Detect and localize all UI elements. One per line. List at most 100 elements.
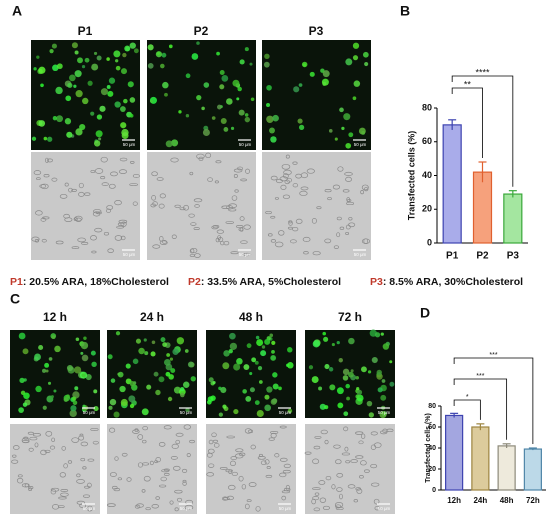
cell <box>186 452 191 458</box>
cell <box>271 340 276 345</box>
cell <box>31 236 40 242</box>
cell <box>66 364 74 372</box>
cell <box>190 247 198 254</box>
cell <box>42 368 47 373</box>
cell <box>275 178 283 184</box>
cell <box>70 405 77 412</box>
cell <box>324 405 329 410</box>
cell <box>206 452 213 458</box>
cell <box>214 180 219 184</box>
cell <box>293 86 300 93</box>
cell <box>212 225 220 229</box>
cell <box>348 371 354 378</box>
cell <box>328 129 333 133</box>
cell <box>345 231 350 235</box>
cell <box>230 126 235 130</box>
cell <box>180 392 185 398</box>
cell <box>44 449 51 453</box>
brightfield-image <box>31 152 140 260</box>
cell <box>316 206 322 210</box>
cell <box>255 506 261 512</box>
cell <box>41 238 47 243</box>
cell <box>215 160 222 164</box>
cell <box>141 408 149 416</box>
cell <box>108 77 116 84</box>
cell <box>292 161 298 165</box>
cell <box>180 386 185 392</box>
brightfield-image <box>305 424 395 514</box>
cell <box>221 74 229 82</box>
cell <box>48 357 53 361</box>
cell <box>196 95 202 101</box>
cell <box>87 80 93 86</box>
cell <box>71 396 77 401</box>
cell <box>324 189 332 193</box>
cell <box>216 229 225 234</box>
x-tick-label: 24h <box>473 496 487 505</box>
column-header: P2 <box>194 24 209 38</box>
cell <box>136 503 144 508</box>
cell <box>239 59 245 65</box>
cell <box>268 437 275 441</box>
cell <box>49 49 54 54</box>
cell <box>163 468 170 472</box>
cell <box>208 439 214 445</box>
cell <box>156 177 164 181</box>
cell <box>120 221 127 227</box>
cell <box>83 494 90 498</box>
y-tick-label: 20 <box>422 204 432 214</box>
cell <box>78 191 85 197</box>
cell <box>45 431 53 437</box>
cell <box>312 458 320 465</box>
cell <box>264 53 270 60</box>
cell <box>335 459 342 465</box>
cell <box>129 381 135 387</box>
scale-bar-label: 50 μm <box>180 506 193 511</box>
cell <box>218 412 223 417</box>
cell <box>120 122 127 129</box>
cell <box>193 227 200 230</box>
cell <box>107 90 114 97</box>
cell <box>80 441 89 447</box>
cell <box>355 455 364 459</box>
cell <box>220 118 227 125</box>
cell <box>72 400 78 406</box>
cell <box>219 467 228 470</box>
x-tick-label: P2 <box>476 251 489 262</box>
cell <box>80 457 86 462</box>
cell <box>117 477 123 481</box>
cell <box>216 51 220 56</box>
cell <box>50 489 57 495</box>
cell <box>71 246 80 250</box>
cell <box>178 110 182 114</box>
cell <box>182 479 187 483</box>
brightfield-image <box>262 152 371 260</box>
cell <box>282 469 291 474</box>
cell <box>205 152 212 159</box>
cell <box>346 197 351 203</box>
cell <box>352 96 357 101</box>
cell <box>189 439 195 444</box>
cell <box>336 472 344 478</box>
cell <box>106 57 110 61</box>
cell <box>146 384 152 390</box>
cell <box>265 210 272 215</box>
significance-bracket <box>453 357 534 444</box>
cell <box>185 114 190 118</box>
cell <box>341 452 351 456</box>
cell <box>181 468 188 473</box>
cell <box>314 492 320 496</box>
cell <box>367 370 372 374</box>
cell <box>174 507 179 512</box>
cell <box>85 373 92 381</box>
cell <box>246 499 252 503</box>
cell <box>93 51 98 56</box>
cell <box>267 233 273 237</box>
panel-label: A <box>12 3 22 19</box>
cell <box>345 58 353 66</box>
cell <box>353 499 358 503</box>
cell <box>270 136 277 143</box>
cell <box>71 437 80 443</box>
cell <box>74 386 79 391</box>
cell <box>298 124 305 130</box>
